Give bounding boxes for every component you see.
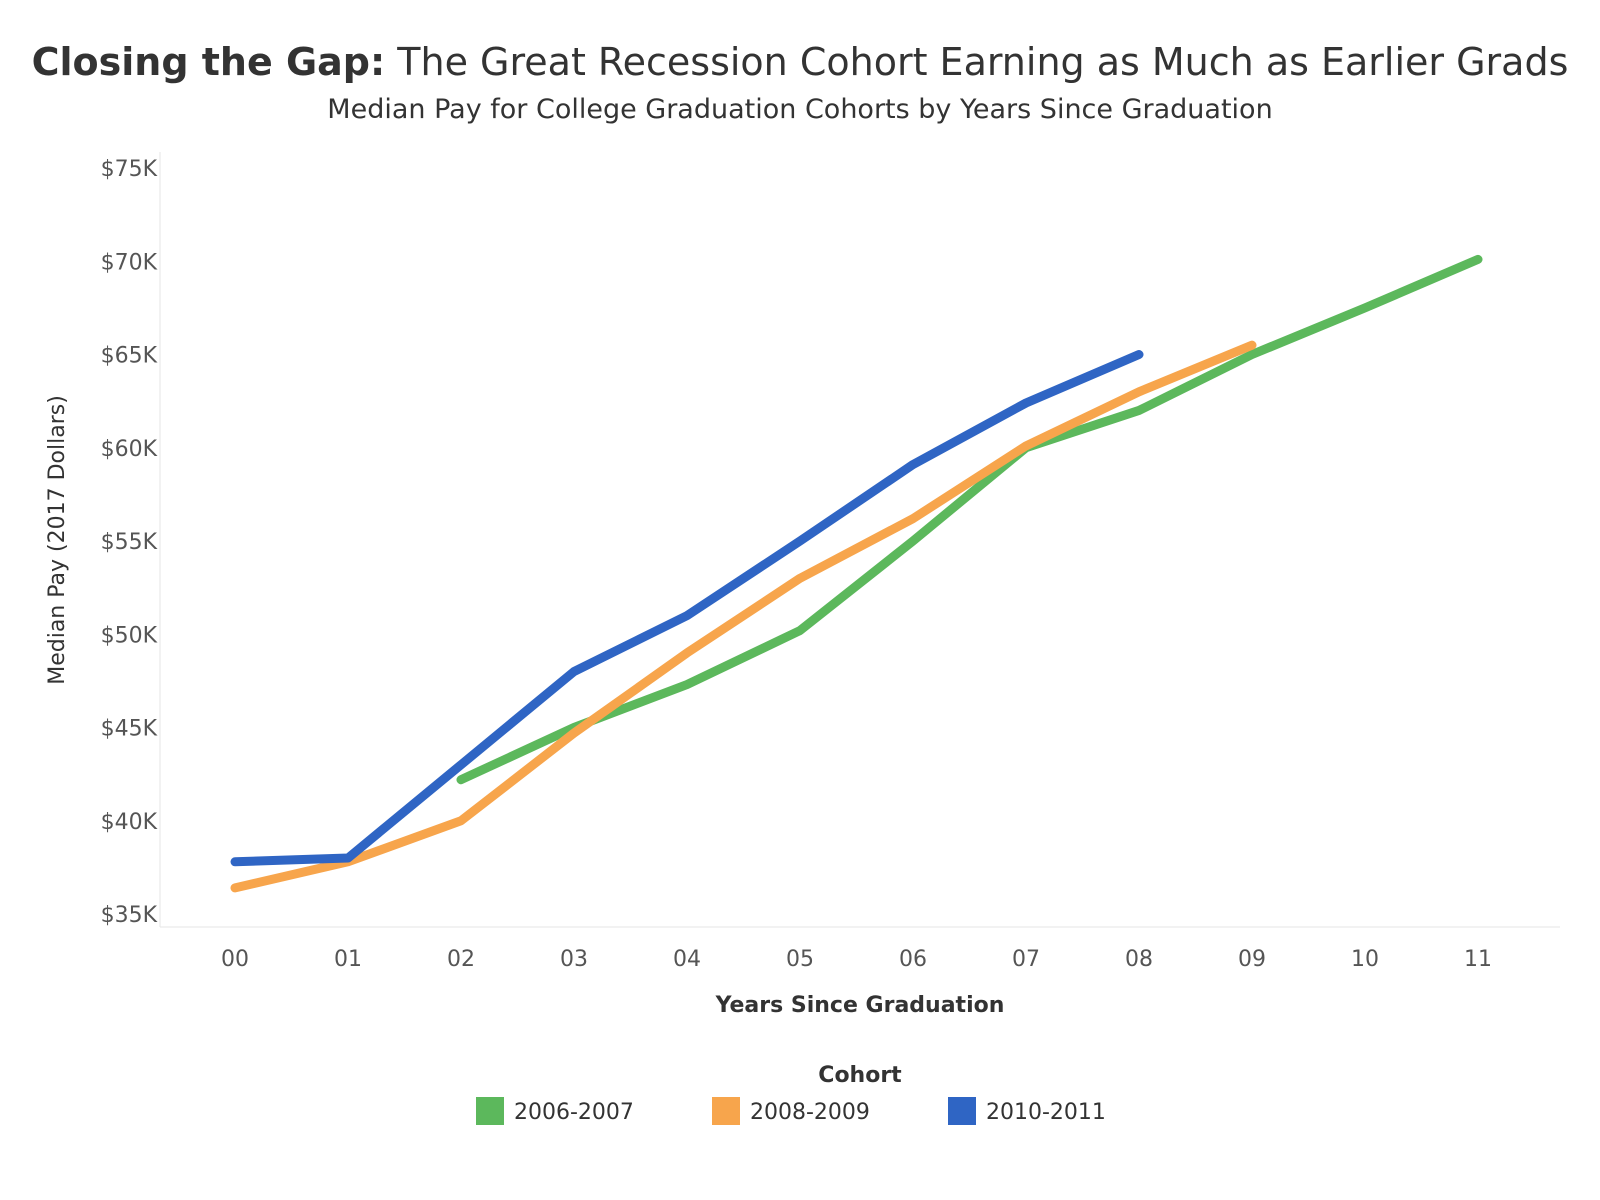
chart-title-rest: The Great Recession Cohort Earning as Mu… [385,40,1569,84]
legend-title: Cohort [818,1063,902,1088]
x-tick-label: 08 [1125,947,1153,972]
y-axis-title: Median Pay (2017 Dollars) [45,395,70,685]
legend-swatch-2006-2007 [476,1097,504,1125]
y-tick-label: $55K [101,530,158,555]
x-tick-label: 02 [447,947,475,972]
y-tick-label: $70K [101,250,158,275]
x-tick-label: 10 [1351,947,1379,972]
series-line-2010-2011 [230,350,1144,867]
chart-subtitle: Median Pay for College Graduation Cohort… [327,94,1273,125]
chart-title-bold: Closing the Gap: [31,40,386,84]
x-tick-label: 01 [334,947,362,972]
x-tick-label: 06 [899,947,927,972]
x-axis-title: Years Since Graduation [715,993,1005,1018]
chart-title: Closing the Gap: The Great Recession Coh… [0,40,1600,84]
series-line-2006-2007 [456,254,1483,785]
y-tick-label: $45K [101,717,158,742]
legend-label-2010-2011: 2010-2011 [986,1100,1106,1125]
legend-label-2008-2009: 2008-2009 [750,1100,870,1125]
x-tick-label: 05 [786,947,814,972]
y-tick-label: $50K [101,623,158,648]
y-tick-label: $60K [101,437,158,462]
y-tick-label: $65K [101,344,158,369]
x-tick-label: 04 [673,947,701,972]
y-tick-label: $75K [101,157,158,182]
y-tick-label: $35K [101,903,158,928]
legend-label-2006-2007: 2006-2007 [514,1100,634,1125]
series-line-2008-2009 [230,340,1257,893]
legend-swatch-2008-2009 [712,1097,740,1125]
x-tick-label: 11 [1464,947,1492,972]
y-tick-label: $40K [101,810,158,835]
x-tick-label: 09 [1238,947,1266,972]
x-tick-label: 00 [221,947,249,972]
legend-swatch-2010-2011 [948,1097,976,1125]
x-tick-label: 03 [560,947,588,972]
x-tick-label: 07 [1012,947,1040,972]
